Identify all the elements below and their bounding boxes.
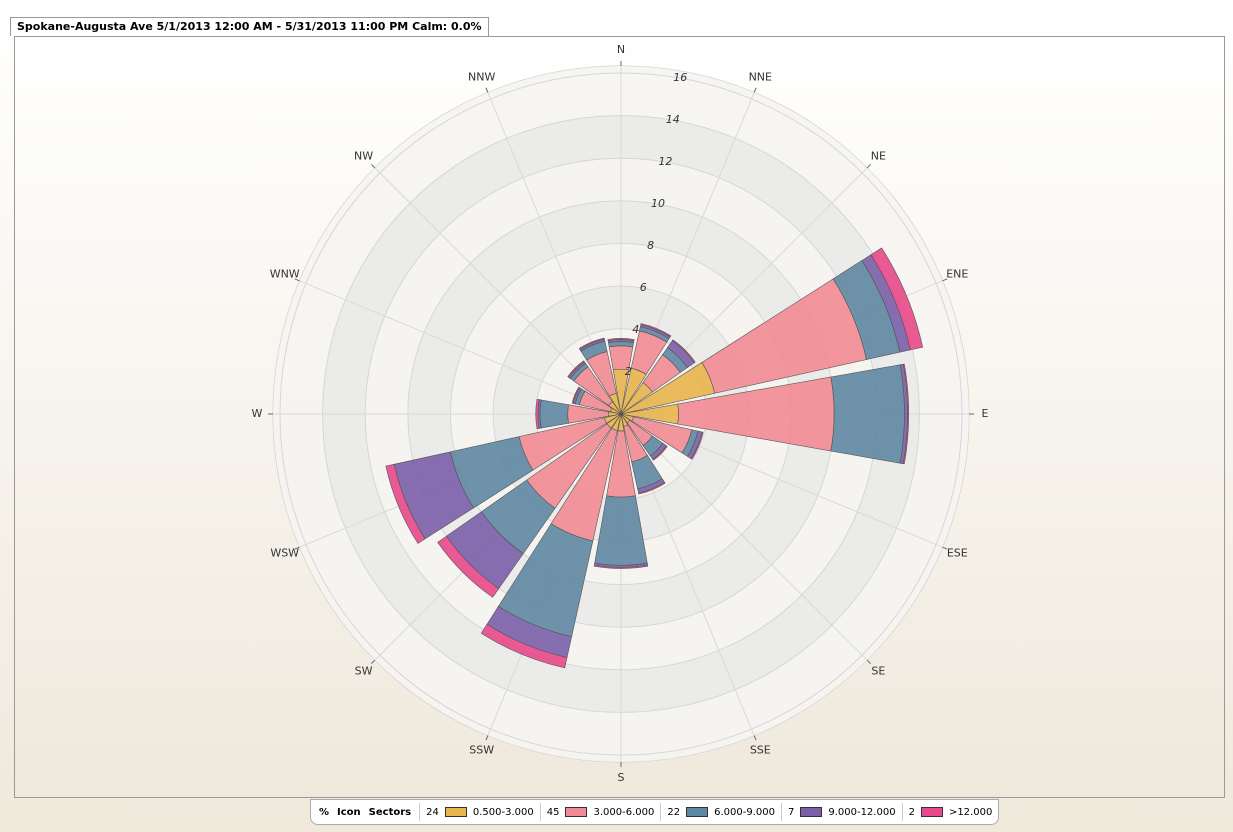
direction-tick [371, 164, 376, 169]
direction-tick [485, 87, 489, 93]
sector [690, 431, 704, 460]
legend-separator [660, 803, 662, 821]
direction-label: W [252, 407, 263, 420]
direction-label: E [982, 407, 989, 420]
legend-label: 9.000-12.000 [828, 806, 896, 818]
sector [607, 338, 635, 341]
legend-label: 3.000-6.000 [593, 806, 655, 818]
direction-label: SSE [750, 743, 771, 756]
sector [640, 323, 672, 338]
sector [480, 623, 568, 669]
legend-percent: 7 [787, 806, 795, 818]
legend-percent: 45 [546, 806, 560, 818]
r-tick-label: 12 [658, 155, 672, 168]
direction-tick [753, 87, 757, 93]
sector [652, 445, 668, 461]
direction-label: WSW [270, 546, 299, 559]
direction-tick [942, 546, 948, 550]
legend-swatch [565, 807, 588, 817]
sector [638, 481, 666, 495]
r-tick-label: 4 [632, 323, 639, 336]
direction-tick [866, 164, 871, 169]
direction-label: WNW [270, 268, 300, 281]
sector [870, 247, 924, 351]
sector [385, 463, 426, 544]
sector [539, 399, 569, 429]
sector [578, 337, 605, 350]
direction-tick [942, 278, 948, 282]
r-tick-label: 16 [673, 71, 687, 84]
r-tick-label: 2 [625, 365, 632, 378]
legend-header: Icon [337, 806, 361, 818]
direction-label: SSW [469, 743, 494, 756]
legend-separator [419, 803, 421, 821]
direction-label: SW [355, 664, 373, 677]
sector [902, 363, 910, 465]
sector [830, 364, 905, 464]
legend-header: % [319, 806, 330, 818]
legend-separator [901, 803, 903, 821]
direction-label: ESE [947, 546, 968, 559]
legend-swatch [920, 807, 943, 817]
spoke [299, 280, 622, 415]
legend-header: Sectors [368, 806, 412, 818]
sector [535, 398, 540, 430]
chart-title: Spokane-Augusta Ave 5/1/2013 12:00 AM - … [10, 17, 489, 36]
legend-label: 6.000-9.000 [714, 806, 775, 818]
legend-percent: 24 [426, 806, 439, 818]
direction-label: NW [354, 150, 373, 163]
r-tick-label: 10 [651, 197, 665, 210]
direction-tick [753, 735, 757, 741]
sector [571, 386, 581, 404]
legend-label: >12.000 [948, 806, 993, 818]
r-tick-label: 14 [666, 113, 680, 126]
legend-swatch [444, 807, 467, 817]
r-tick-label: 8 [647, 239, 654, 252]
sector [593, 564, 649, 569]
legend-percent: 22 [667, 806, 681, 818]
legend-swatch [800, 807, 823, 817]
direction-label: NNE [749, 71, 772, 84]
legend-percent: 2 [908, 806, 915, 818]
r-tick-label: 6 [640, 281, 647, 294]
spoke [620, 413, 868, 661]
direction-label: N [617, 43, 625, 56]
legend: % Icon Sectors 24 0.500-3.000 45 3.000-6.00… [310, 799, 1000, 825]
direction-label: ENE [946, 268, 968, 281]
direction-label: SE [871, 664, 885, 677]
legend-separator [539, 803, 541, 821]
sector [567, 360, 585, 378]
direction-label: NE [871, 150, 886, 163]
sector [671, 339, 696, 364]
sector [437, 535, 500, 598]
direction-tick [294, 278, 300, 282]
direction-tick [371, 659, 376, 664]
direction-label: NNW [468, 71, 495, 84]
direction-label: S [618, 771, 625, 784]
direction-tick [485, 735, 489, 741]
legend-label: 0.500-3.000 [472, 806, 534, 818]
legend-separator [780, 803, 782, 821]
direction-tick [294, 546, 300, 550]
legend-swatch [686, 807, 709, 817]
direction-tick [866, 659, 871, 664]
